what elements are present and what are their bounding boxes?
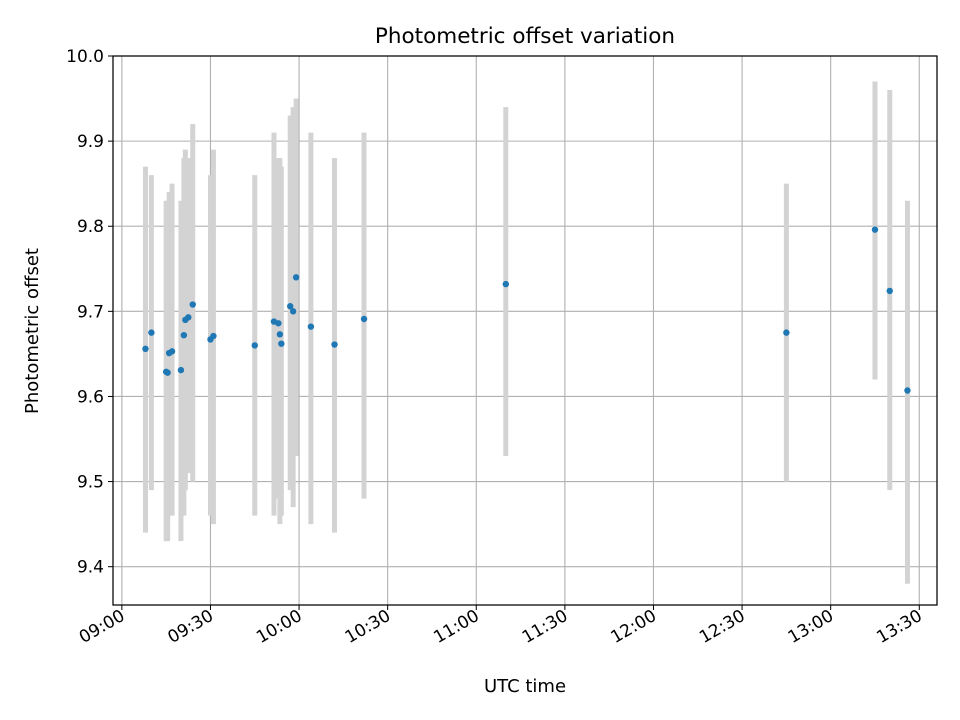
data-point bbox=[189, 301, 196, 308]
data-point bbox=[289, 308, 297, 315]
y-tick-label: 9.9 bbox=[77, 132, 104, 152]
y-axis-ticks: 9.4 9.5 9.6 9.7 9.8 9.9 10.0 bbox=[66, 47, 113, 578]
data-point bbox=[177, 366, 185, 374]
data-point bbox=[904, 387, 911, 394]
y-tick-label: 9.5 bbox=[77, 473, 104, 493]
data-point bbox=[185, 314, 192, 321]
data-point bbox=[783, 329, 790, 336]
data-point bbox=[278, 340, 285, 347]
data-points bbox=[142, 226, 911, 394]
data-point bbox=[331, 341, 338, 348]
data-point bbox=[251, 342, 258, 349]
data-point bbox=[886, 287, 893, 295]
y-tick-label: 9.6 bbox=[77, 387, 104, 407]
data-point bbox=[210, 332, 217, 340]
x-axis-label: UTC time bbox=[484, 676, 566, 697]
chart-title: Photometric offset variation bbox=[375, 24, 675, 49]
grid bbox=[113, 55, 937, 605]
data-point bbox=[164, 369, 171, 376]
y-tick-label: 9.7 bbox=[77, 302, 104, 322]
plot-frame bbox=[112, 55, 938, 606]
data-point bbox=[275, 320, 282, 327]
y-tick-label: 9.4 bbox=[77, 558, 104, 578]
y-tick-label: 10.0 bbox=[66, 47, 104, 67]
data-point bbox=[180, 331, 188, 339]
data-point bbox=[276, 331, 284, 338]
data-point bbox=[292, 274, 300, 281]
data-point bbox=[287, 303, 294, 310]
data-point bbox=[360, 315, 368, 323]
data-point bbox=[168, 348, 176, 355]
y-tick-label: 9.8 bbox=[77, 217, 104, 237]
data-point bbox=[148, 329, 155, 336]
data-point bbox=[871, 226, 879, 233]
data-point bbox=[502, 280, 510, 288]
data-point bbox=[307, 323, 315, 330]
data-point bbox=[142, 345, 149, 352]
y-axis-label: Photometric offset bbox=[22, 248, 43, 414]
